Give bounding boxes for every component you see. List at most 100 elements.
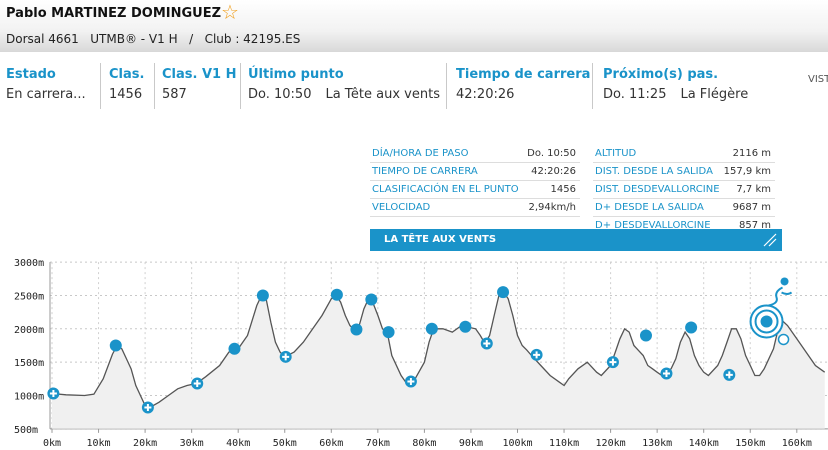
checkpoint-marker[interactable] [425, 322, 438, 335]
panel-row: DIST. DESDE LA SALIDA 157,9 km [593, 163, 775, 181]
checkpoint-marker[interactable] [723, 368, 736, 381]
divider [240, 63, 241, 109]
x-tick-label: 40km [226, 438, 250, 449]
stat-ultimo-time: Do. 10:50 [248, 87, 312, 102]
y-tick-label: 3000m [14, 258, 44, 269]
x-tick-label: 70km [366, 438, 390, 449]
stat-clas-v1h-label: Clas. V1 H [162, 67, 237, 82]
checkpoint-marker[interactable] [530, 348, 543, 361]
runner-club: Club : 42195.ES [204, 32, 301, 46]
checkpoint-marker[interactable] [330, 288, 343, 301]
x-tick-label: 150km [735, 438, 765, 449]
stat-ultimo-value: Do. 10:50 La Tête aux vents [248, 87, 440, 102]
divider [446, 63, 447, 109]
panel-key: D+ DESDE LA SALIDA [595, 202, 704, 213]
x-tick-label: 130km [642, 438, 672, 449]
stat-ultimo-place: La Tête aux vents [325, 87, 440, 102]
checkpoint-marker[interactable] [497, 286, 510, 299]
panel-key: D+ DESDEVALLORCINE [595, 220, 711, 231]
checkpoint-marker[interactable] [228, 342, 241, 355]
x-tick-label: 20km [133, 438, 157, 449]
checkpoint-marker[interactable] [256, 289, 269, 302]
panel-value: 1456 [550, 184, 576, 195]
y-tick-label: 2000m [14, 325, 44, 336]
panel-value: 9687 m [732, 202, 771, 213]
panel-key: TIEMPO DE CARRERA [372, 166, 478, 177]
stat-proximo-place: La Flégère [680, 87, 749, 102]
stat-tiempo-label: Tiempo de carrera [456, 67, 591, 82]
x-tick-label: 0km [43, 438, 61, 449]
x-tick-label: 80km [412, 438, 436, 449]
close-icon[interactable] [762, 232, 778, 248]
x-tick-label: 50km [273, 438, 297, 449]
x-tick-label: 30km [180, 438, 204, 449]
stat-estado-label: Estado [6, 67, 56, 82]
panel-row: ALTITUD 2116 m [593, 145, 775, 163]
next-checkpoint-marker[interactable] [777, 333, 790, 346]
checkpoint-marker[interactable] [47, 387, 60, 400]
divider [100, 63, 101, 109]
panel-value: 7,7 km [736, 184, 771, 195]
panel-key: DIST. DESDE LA SALIDA [595, 166, 713, 177]
runner-info: Dorsal 4661 UTMB® - V1 H / Club : 42195.… [6, 32, 300, 46]
stat-estado-value: En carrera... [6, 87, 86, 102]
runner-race: UTMB® - V1 H [90, 32, 178, 46]
checkpoint-marker[interactable] [191, 377, 204, 390]
checkpoint-marker[interactable] [279, 350, 292, 363]
checkpoint-marker[interactable] [606, 356, 619, 369]
stat-proximo-label: Próximo(s) pas. [603, 67, 719, 82]
x-tick-label: 100km [502, 438, 532, 449]
panel-key: VELOCIDAD [372, 202, 431, 213]
panel-key: DÍA/HORA DE PASO [372, 148, 469, 159]
panel-row: VELOCIDAD 2,94km/h [370, 199, 580, 217]
panel-key: ALTITUD [595, 148, 637, 159]
panel-row: DIST. DESDEVALLORCINE 7,7 km [593, 181, 775, 199]
stat-clas-v1h: Clas. V1 H 587 [162, 67, 236, 102]
checkpoint-marker[interactable] [365, 293, 378, 306]
runner-icon [768, 277, 793, 307]
panel-row: D+ DESDEVALLORCINE 857 m [593, 217, 775, 234]
panel-value: 857 m [738, 220, 771, 231]
checkpoint-marker[interactable] [660, 367, 673, 380]
divider [154, 63, 155, 109]
checkpoint-marker[interactable] [404, 375, 417, 388]
vist-label[interactable]: VIST [808, 74, 828, 85]
x-tick-label: 110km [549, 438, 579, 449]
runner-separator: / [189, 32, 194, 46]
stat-ultimo-label: Último punto [248, 67, 344, 82]
panel-value: 2116 m [732, 148, 771, 159]
checkpoint-marker[interactable] [459, 320, 472, 333]
stat-proximo-time: Do. 11:25 [603, 87, 667, 102]
elevation-profile-chart[interactable]: 500m 1000m 1500m 2000m 2500m 3000m 0km 10km 20km… [0, 250, 828, 450]
stat-tiempo-value: 42:20:26 [456, 87, 515, 102]
checkpoint-marker[interactable] [350, 323, 363, 336]
checkpoint-marker[interactable] [382, 326, 395, 339]
panel-row: D+ DESDE LA SALIDA 9687 m [593, 199, 775, 217]
elevation-area [52, 292, 825, 429]
stat-clas-label: Clas. [109, 67, 145, 82]
favorite-star-icon[interactable]: ☆ [221, 0, 239, 24]
panel-row: CLASIFICACIÓN EN EL PUNTO 1456 [370, 181, 580, 199]
checkpoint-marker[interactable] [141, 401, 154, 414]
x-tick-label: 10km [87, 438, 111, 449]
y-tick-label: 1000m [14, 392, 44, 403]
checkpoint-marker[interactable] [639, 329, 652, 342]
stat-clas: Clas. 1456 [109, 67, 144, 102]
divider [592, 63, 593, 109]
y-tick-label: 2500m [14, 291, 44, 302]
y-tick-label: 1500m [14, 358, 44, 369]
checkpoint-marker[interactable] [109, 339, 122, 352]
current-position-marker[interactable] [749, 304, 784, 339]
panel-key: CLASIFICACIÓN EN EL PUNTO [372, 184, 519, 195]
checkpoint-banner: LA TÊTE AUX VENTS [370, 229, 782, 251]
x-tick-label: 90km [459, 438, 483, 449]
stat-estado: Estado En carrera... [6, 67, 86, 102]
checkpoint-marker[interactable] [685, 321, 698, 334]
x-tick-label: 60km [319, 438, 343, 449]
runner-header: Pablo MARTINEZ DOMINGUEZ ☆ Dorsal 4661 U… [0, 0, 828, 52]
panel-value: 2,94km/h [528, 202, 576, 213]
stat-proximo-value: Do. 11:25 La Flégère [603, 87, 748, 102]
checkpoint-marker[interactable] [480, 337, 493, 350]
panel-value: Do. 10:50 [527, 148, 576, 159]
runner-dorsal: Dorsal 4661 [6, 32, 79, 46]
